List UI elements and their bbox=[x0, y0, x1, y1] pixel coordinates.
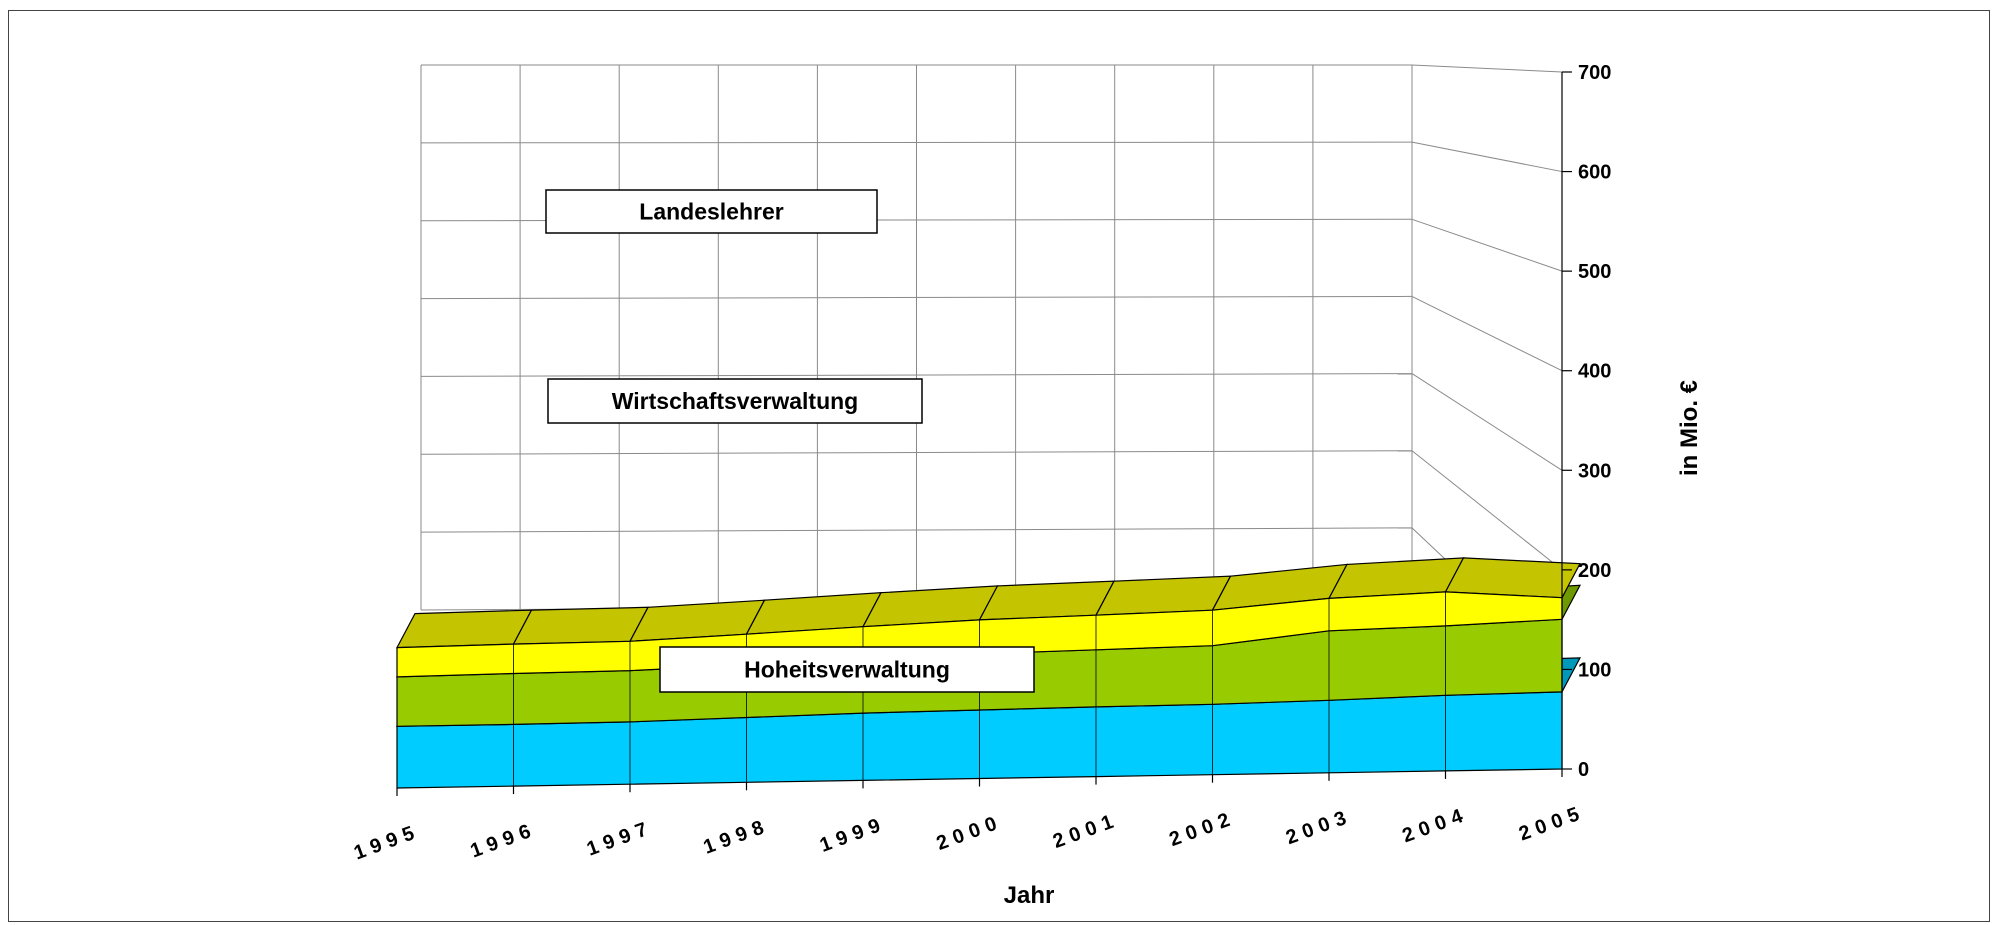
top-face-2001 bbox=[1094, 575, 1232, 616]
label-text: Wirtschaftsverwaltung bbox=[612, 388, 858, 414]
label-box bbox=[547, 378, 923, 424]
series-labels: Landeslehrer Wirtschaftsverwaltung Hoheits… bbox=[545, 189, 1035, 693]
x-tick-label-1995: 1995 bbox=[351, 820, 423, 864]
x-tick-label-2002: 2002 bbox=[1167, 807, 1239, 851]
y-axis: 0 100 200 300 400 500 600 700 bbox=[1561, 62, 1611, 781]
sidewall-line-400 bbox=[1411, 295, 1563, 372]
x-tick-label-2000: 2000 bbox=[934, 811, 1006, 855]
sidewall-line-300 bbox=[1411, 373, 1563, 471]
x-tick-label-1998: 1998 bbox=[701, 815, 773, 859]
sidewall-line-600 bbox=[1411, 141, 1563, 173]
y-tick-label-100: 100 bbox=[1578, 659, 1611, 681]
area-series bbox=[395, 557, 1582, 789]
label-wirtschaftsverwaltung: Wirtschaftsverwaltung bbox=[547, 378, 923, 424]
label-text: Hoheitsverwaltung bbox=[744, 657, 950, 683]
sidewall-line-500 bbox=[1411, 218, 1563, 272]
top-face-1996 bbox=[512, 606, 650, 645]
label-text: Landeslehrer bbox=[639, 199, 783, 225]
x-tick-label-1999: 1999 bbox=[817, 813, 889, 857]
chart-frame bbox=[8, 10, 1990, 922]
top-face-2000 bbox=[978, 580, 1116, 621]
label-landeslehrer: Landeslehrer bbox=[545, 189, 878, 234]
top-face-2004 bbox=[1444, 557, 1581, 599]
y-tick-label-600: 600 bbox=[1578, 162, 1611, 184]
x-tick-label-2005: 2005 bbox=[1516, 801, 1588, 845]
y-tick-label-400: 400 bbox=[1578, 361, 1611, 383]
y-tick-label-300: 300 bbox=[1578, 460, 1611, 482]
y-axis-title: in Mio. € bbox=[1676, 380, 1703, 476]
label-box bbox=[545, 189, 878, 234]
y-tick-label-500: 500 bbox=[1578, 261, 1611, 283]
x-tick-label-1996: 1996 bbox=[468, 818, 540, 862]
sidewall-line-700 bbox=[1411, 64, 1563, 73]
x-tick-label-2004: 2004 bbox=[1400, 803, 1472, 847]
label-hoheitsverwaltung: Hoheitsverwaltung bbox=[659, 646, 1035, 693]
y-tick-label-0: 0 bbox=[1578, 759, 1589, 781]
series-landeslehrer bbox=[395, 557, 1581, 678]
y-tick-label-200: 200 bbox=[1578, 560, 1611, 582]
x-tick-label-2003: 2003 bbox=[1283, 805, 1355, 849]
sidewall-line-200 bbox=[1411, 450, 1563, 571]
label-box bbox=[659, 646, 1035, 693]
x-tick-label-2001: 2001 bbox=[1050, 809, 1122, 853]
y-tick-label-700: 700 bbox=[1578, 62, 1611, 84]
top-face-1995 bbox=[395, 609, 533, 649]
x-axis-title: Jahr bbox=[1004, 882, 1055, 909]
x-tick-label-1997: 1997 bbox=[584, 817, 656, 861]
back-wall-grid bbox=[420, 64, 1563, 770]
